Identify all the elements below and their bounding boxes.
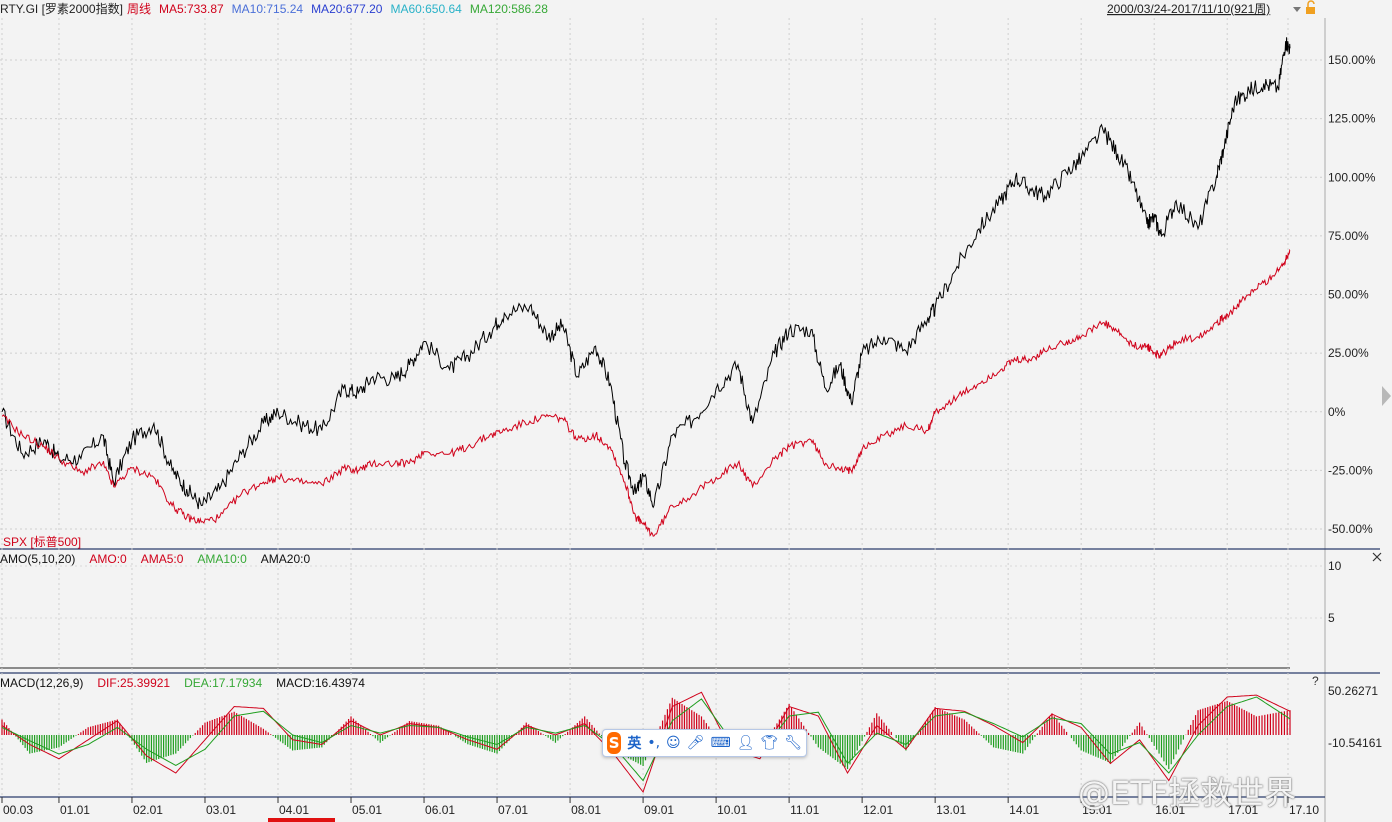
close-icon[interactable] xyxy=(1372,552,1382,562)
wrench-icon[interactable]: 🔧︎ xyxy=(784,735,802,751)
gridlines xyxy=(0,18,1325,797)
macd-tick-label: -10.54161 xyxy=(1328,736,1382,750)
help-icon[interactable]: ? xyxy=(1312,674,1319,688)
x-tick-label: 12.01 xyxy=(863,803,893,817)
x-tick-label: 07.01 xyxy=(498,803,528,817)
x-tick-label: 16.01 xyxy=(1155,803,1185,817)
header-item: AMA10:0 xyxy=(197,552,247,566)
amo-tick-label: 10 xyxy=(1328,559,1342,573)
overlay-label: SPX [标普500] xyxy=(3,535,81,549)
ma-label: MA5:733.87 xyxy=(159,2,224,16)
scroll-position-marker[interactable] xyxy=(268,818,335,822)
x-tick-label: 11.01 xyxy=(790,803,819,817)
emoji-icon[interactable]: ☺ xyxy=(666,735,681,751)
microphone-icon[interactable]: 🎤︎ xyxy=(686,735,705,751)
period-label: 周线 xyxy=(127,2,151,16)
chart-header: RTY.GI [罗素2000指数] 周线 MA5:733.87 MA10:715.24… xyxy=(0,1,548,16)
ma-label: MA120:586.28 xyxy=(470,2,548,16)
dif-line xyxy=(1,691,1291,794)
ma-label: MA20:677.20 xyxy=(311,2,383,16)
date-range-label[interactable]: 2000/03/24-2017/11/10(921周) xyxy=(1107,2,1270,16)
y-tick-label: 50.00% xyxy=(1328,288,1369,302)
header-item: AMO(5,10,20) xyxy=(0,552,75,566)
header-item: DEA:17.17934 xyxy=(184,676,262,690)
watermark: @ETF拯救世界 xyxy=(1078,774,1297,812)
x-tick-label: 04.01 xyxy=(279,803,309,817)
header-item: DIF:25.39921 xyxy=(97,676,170,690)
skin-icon[interactable]: 👕︎ xyxy=(760,735,779,751)
header-item: MACD(12,26,9) xyxy=(0,676,83,690)
ime-toolbar[interactable]: S 英 •, ☺ 🎤︎ ⌨ 👤︎ 👕︎ 🔧︎ xyxy=(602,729,807,757)
macd-lines xyxy=(1,691,1291,794)
y-tick-label: 125.00% xyxy=(1328,112,1376,126)
ma-label: MA60:650.64 xyxy=(390,2,462,16)
header-item: AMA20:0 xyxy=(261,552,311,566)
amo-header: AMO(5,10,20) AMO:0 AMA5:0 AMA10:0 AMA20:0 xyxy=(0,552,310,566)
y-tick-label: 25.00% xyxy=(1328,346,1369,360)
x-tick-label: 09.01 xyxy=(644,803,674,817)
ma-label: MA10:715.24 xyxy=(232,2,304,16)
x-tick-label: 08.01 xyxy=(571,803,601,817)
rty-price-line xyxy=(1,37,1291,510)
y-tick-label: 75.00% xyxy=(1328,229,1369,243)
x-tick-label: 15.01 xyxy=(1082,803,1112,817)
macd-tick-label: 50.26271 xyxy=(1328,684,1378,698)
x-tick-label: 14.01 xyxy=(1009,803,1039,817)
user-icon[interactable]: 👤︎ xyxy=(736,735,755,751)
y-tick-label: 100.00% xyxy=(1328,170,1376,184)
x-axis-ticks: 00.03 01.01 02.01 03.01 04.01 05.01 06.01 07.01… xyxy=(1,797,1319,817)
header-item: MACD:16.43974 xyxy=(276,676,365,690)
ime-punctuation-toggle[interactable]: •, xyxy=(647,735,661,751)
range-dropdown-icon[interactable] xyxy=(1293,7,1301,12)
macd-header: MACD(12,26,9) DIF:25.39921 DEA:17.17934 MAC… xyxy=(0,676,365,690)
x-tick-label: 02.01 xyxy=(133,803,163,817)
y-axis-ticks: 150.00% 125.00% 100.00% 75.00% 50.00% 25.00% 0… xyxy=(1328,53,1382,750)
lock-icon[interactable] xyxy=(1306,0,1315,14)
price-lines xyxy=(1,37,1291,537)
x-tick-label: 10.01 xyxy=(717,803,747,817)
y-tick-label: 0% xyxy=(1328,405,1346,419)
ime-language-toggle[interactable]: 英 xyxy=(627,736,642,752)
x-tick-label: 06.01 xyxy=(425,803,455,817)
keyboard-icon[interactable]: ⌨ xyxy=(710,735,731,751)
x-tick-label: 17.01 xyxy=(1228,803,1258,817)
spx-price-line xyxy=(1,249,1291,537)
amo-tick-label: 5 xyxy=(1328,611,1335,625)
x-tick-label: 05.01 xyxy=(352,803,382,817)
panel-expand-arrow-icon[interactable] xyxy=(1382,386,1391,406)
y-tick-label: -50.00% xyxy=(1328,522,1373,536)
x-tick-label: 13.01 xyxy=(936,803,966,817)
symbol-label: RTY.GI [罗素2000指数] xyxy=(0,1,123,16)
header-item: AMA5:0 xyxy=(141,552,184,566)
x-tick-label: 17.10 xyxy=(1289,803,1319,817)
dea-line xyxy=(1,696,1291,782)
y-tick-label: -25.00% xyxy=(1328,463,1373,477)
x-tick-label: 00.03 xyxy=(3,803,33,817)
sogou-logo-icon[interactable]: S xyxy=(607,732,622,754)
x-tick-label: 03.01 xyxy=(206,803,236,817)
y-tick-label: 150.00% xyxy=(1328,53,1376,67)
header-item: AMO:0 xyxy=(89,552,127,566)
x-tick-label: 01.01 xyxy=(60,803,90,817)
